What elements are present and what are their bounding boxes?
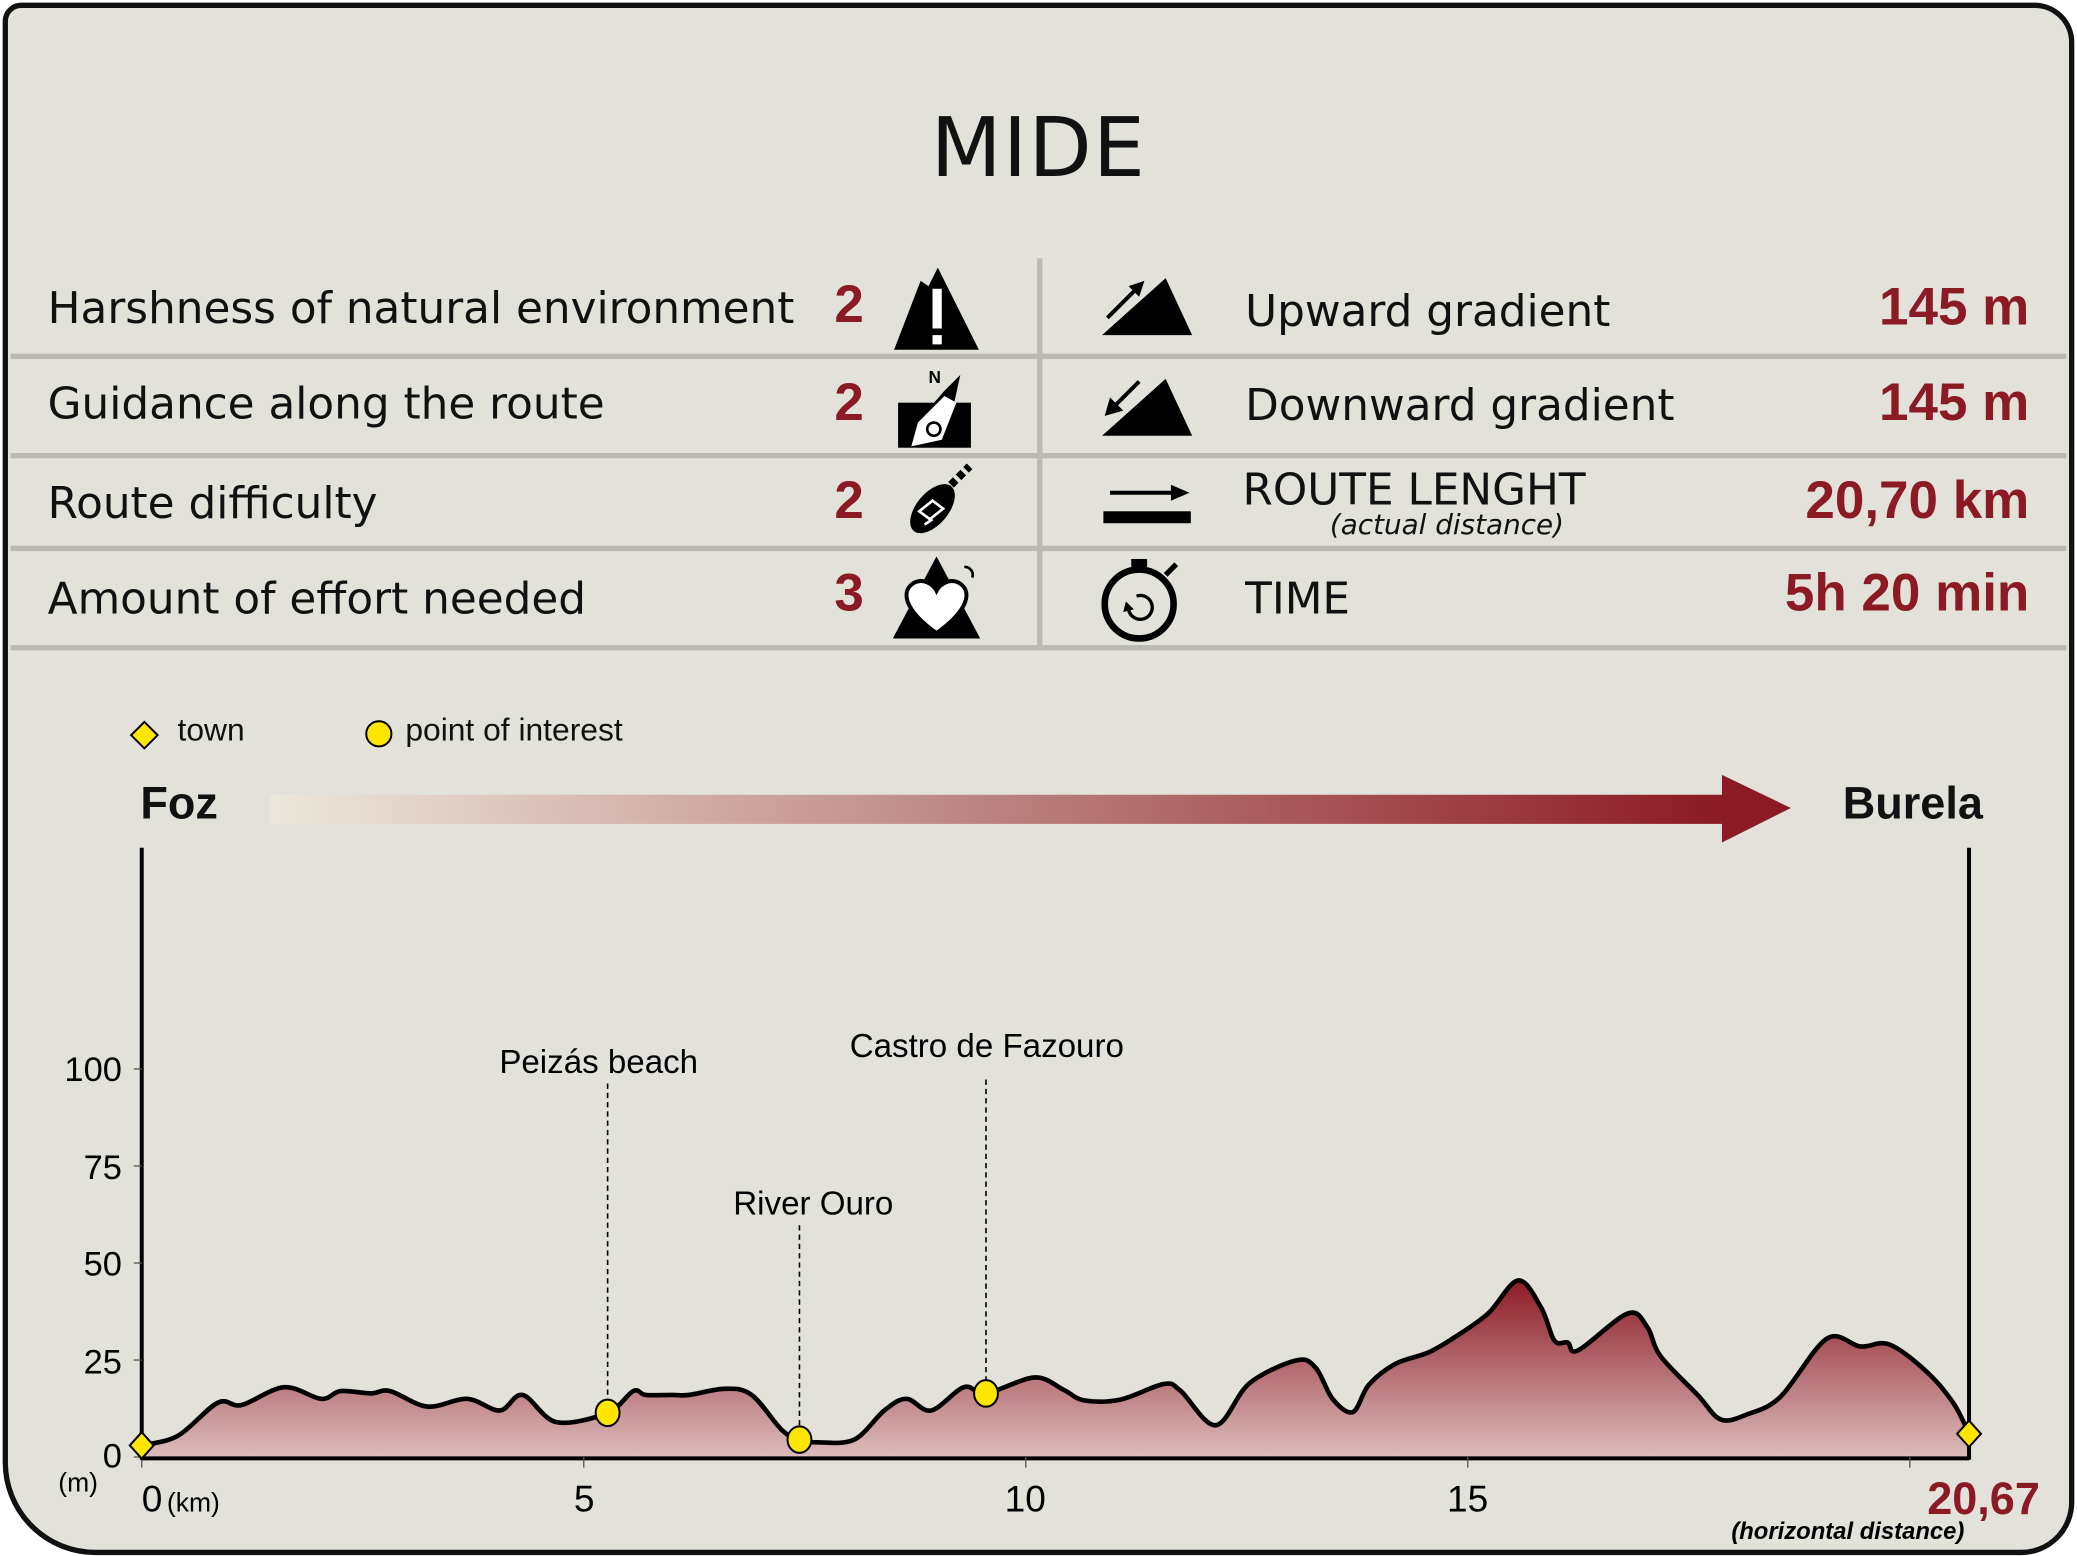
heart-mountain-icon [892, 556, 981, 639]
compass-map-icon: N [898, 367, 971, 448]
mide-label-difficulty: Route difficulty [47, 476, 378, 529]
poi-marker [786, 1425, 813, 1454]
x-tick-label: 10 [1005, 1477, 1046, 1519]
x-tick-label: 5 [574, 1477, 595, 1519]
legend-poi-label: point of interest [405, 712, 623, 749]
y-tick-label: 75 [84, 1149, 122, 1187]
x-tick-label: 15 [1447, 1477, 1488, 1519]
elevation-line [141, 1278, 1972, 1448]
footprint-icon [910, 463, 973, 534]
route-start: Foz [140, 778, 218, 830]
stat-label-length: ROUTE LENGHT [1242, 463, 1586, 516]
x-tick-label: 0 [142, 1477, 163, 1519]
stat-label-downward: Downward gradient [1245, 378, 1675, 431]
poi-label-peizas-beach: Peizás beach [499, 1044, 698, 1081]
y-tick-label: 50 [84, 1246, 122, 1284]
mide-label-guidance: Guidance along the route [47, 377, 605, 430]
y-tick-label: 100 [64, 1051, 121, 1089]
legend-town-label: town [177, 712, 245, 749]
warning-mountain-icon [894, 267, 979, 350]
direction-arrow [270, 774, 1791, 843]
downward-slope-icon [1102, 378, 1193, 436]
mide-value-effort: 3 [834, 564, 864, 623]
mide-label-harshness: Harshness of natural environment [47, 282, 795, 334]
stat-value-time: 5h 20 min [1784, 564, 2030, 623]
distance-arrow-icon [1103, 484, 1191, 524]
stat-value-downward: 145 m [1879, 373, 2030, 432]
svg-text:N: N [929, 367, 941, 387]
mide-value-guidance: 2 [834, 373, 864, 432]
upward-slope-icon [1102, 278, 1193, 336]
poi-marker [594, 1398, 621, 1428]
mide-label-effort: Amount of effort needed [47, 572, 587, 624]
stat-label-time: TIME [1245, 572, 1351, 624]
elevation-area [141, 1280, 1970, 1458]
town-marker [1955, 1419, 1983, 1449]
y-axis-unit: (m) [58, 1467, 98, 1497]
poi-label-river-ouro: River Ouro [733, 1186, 893, 1223]
column-divider [1037, 258, 1043, 650]
town-marker [128, 1430, 155, 1461]
x-end-note: (horizontal distance) [1731, 1518, 1964, 1545]
y-tick-label: 0 [103, 1438, 122, 1476]
poi-marker [973, 1379, 999, 1408]
route-end: Burela [1842, 778, 1983, 830]
x-end-label: 20,67 [1927, 1473, 2040, 1524]
stat-value-length: 20,70 km [1805, 471, 2030, 530]
stat-label-upward: Upward gradient [1245, 284, 1611, 337]
x-axis-unit: (km) [167, 1487, 220, 1517]
town-legend-icon [129, 720, 160, 750]
stat-sublabel-length: (actual distance) [1329, 508, 1564, 541]
mide-value-difficulty: 2 [834, 471, 864, 530]
mide-value-harshness: 2 [834, 275, 864, 334]
poi-legend-icon [365, 720, 393, 748]
stopwatch-icon [1101, 558, 1179, 642]
stat-value-upward: 145 m [1879, 278, 2030, 337]
y-tick-label: 25 [84, 1344, 122, 1382]
page-title: MIDE [930, 99, 1147, 197]
poi-label-castro-de-fazouro: Castro de Fazouro [850, 1028, 1124, 1065]
